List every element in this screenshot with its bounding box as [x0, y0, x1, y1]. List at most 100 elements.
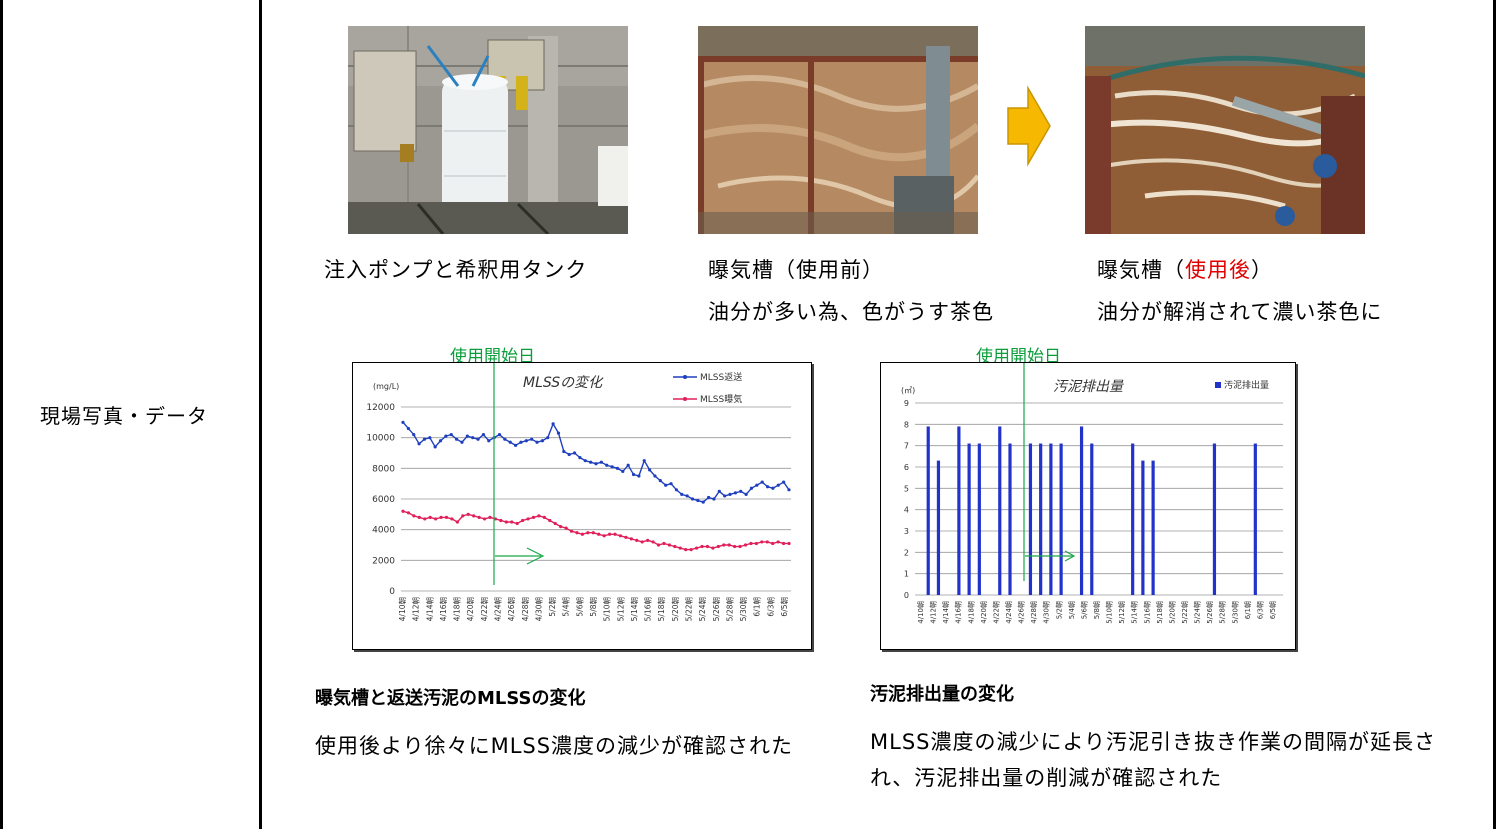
mlss-x-tick-label: 5/22朝 [685, 597, 694, 621]
sludge-x-tick-label: 4/12朝 [930, 601, 938, 624]
sludge-y-tick-label: 7 [904, 442, 909, 451]
mlss-data-point [530, 437, 534, 441]
mlss-data-point [569, 529, 574, 533]
mlss-data-point [717, 489, 721, 493]
mlss-data-point [599, 460, 603, 464]
sludge-bar [1049, 443, 1053, 595]
mlss-data-point [567, 452, 571, 457]
table-border-middle [259, 0, 262, 829]
mlss-x-tick-label: 5/16朝 [644, 597, 653, 621]
mlss-data-point [602, 534, 606, 538]
mlss-data-point [694, 546, 699, 550]
mlss-x-tick-label: 4/14朝 [425, 597, 434, 621]
mlss-data-point [503, 437, 507, 441]
left-chart-heading: 曝気槽と返送汚泥のMLSSの変化 [315, 688, 586, 709]
mlss-data-point [499, 518, 503, 523]
mlss-data-point [521, 518, 525, 523]
sludge-legend-swatch [1215, 382, 1221, 388]
mlss-x-tick-label: 5/4朝 [562, 597, 571, 617]
mlss-data-point [417, 442, 421, 446]
sludge-trend-arrowhead [1064, 550, 1076, 562]
mlss-data-point [537, 514, 541, 518]
sludge-bar [1151, 460, 1155, 595]
mlss-data-point [450, 517, 454, 521]
mlss-data-point [586, 531, 590, 535]
mlss-x-tick-label: 4/20朝 [466, 597, 475, 621]
mlss-data-point [508, 440, 512, 444]
mlss-data-point [444, 515, 449, 519]
mlss-data-point [760, 480, 764, 484]
mlss-data-point [711, 546, 715, 550]
sludge-bar [998, 426, 1002, 595]
mlss-data-point [646, 538, 650, 542]
sludge-x-tick-label: 4/24朝 [1005, 601, 1013, 624]
sludge-y-tick-label: 8 [904, 420, 909, 429]
sludge-bar [967, 443, 971, 595]
mlss-data-point [542, 515, 546, 519]
sludge-bar [1131, 443, 1135, 595]
after-title: 曝気槽（使用後） [1097, 252, 1273, 288]
mlss-data-point [787, 541, 791, 546]
mlss-x-tick-label: 5/8朝 [589, 597, 598, 617]
row-label: 現場写真・データ [40, 404, 208, 428]
mlss-data-point [572, 451, 577, 455]
mlss-data-point [477, 515, 481, 519]
mlss-y-tick-label: 0 [389, 587, 395, 597]
arrow-right-icon [1007, 85, 1051, 167]
mlss-x-tick-label: 5/12朝 [616, 597, 625, 621]
sludge-legend-label: 汚泥排出量 [1224, 379, 1269, 391]
mlss-data-point [615, 466, 620, 470]
sludge-bar [1141, 460, 1145, 595]
mlss-data-point [401, 509, 405, 513]
mlss-data-point [658, 479, 662, 483]
mlss-data-point [689, 548, 693, 552]
mlss-data-point [461, 514, 465, 518]
mlss-data-point [423, 517, 427, 521]
mlss-chart: (mg/L) MLSSの変化 0 2000 4000 6000 8000 10000 12000… [352, 343, 812, 650]
mlss-x-tick-label: 5/30朝 [739, 597, 748, 621]
before-title-highlight: 使用前 [796, 258, 862, 282]
mlss-data-point [433, 445, 437, 449]
mlss-data-point [519, 440, 523, 444]
mlss-data-point [562, 449, 566, 454]
mlss-x-tick-label: 6/1朝 [753, 597, 762, 617]
mlss-y-tick-label: 8000 [372, 464, 395, 474]
sludge-x-tick-label: 6/5朝 [1269, 601, 1277, 619]
sludge-x-tick-label: 5/2朝 [1055, 601, 1063, 619]
before-note: 油分が多い為、色がうす茶色 [708, 300, 994, 324]
mlss-data-point [406, 511, 411, 515]
mlss-data-point [728, 492, 732, 496]
sludge-x-tick-label: 5/24朝 [1194, 601, 1202, 624]
mlss-x-tick-label: 6/5朝 [780, 597, 789, 617]
sludge-x-tick-label: 4/28朝 [1030, 601, 1038, 624]
sludge-x-tick-label: 4/20朝 [980, 601, 988, 624]
mlss-data-point [597, 532, 601, 536]
aeration-tank-before-photo [698, 26, 978, 234]
mlss-data-point [605, 463, 609, 467]
mlss-data-point [439, 515, 443, 519]
sludge-x-tick-label: 5/6朝 [1080, 601, 1088, 619]
mlss-data-point [535, 440, 539, 444]
before-title-suffix: ） [862, 258, 884, 282]
sludge-x-tick-label: 6/3朝 [1256, 601, 1264, 619]
sludge-x-tick-label: 4/10朝 [917, 601, 925, 624]
mlss-data-point [553, 521, 557, 526]
after-title-highlight: 使用後 [1185, 258, 1251, 282]
mlss-data-point [696, 498, 700, 503]
sludge-bar [1090, 443, 1094, 595]
sludge-x-tick-label: 5/22朝 [1181, 601, 1189, 624]
right-chart-description: MLSS濃度の減少により汚泥引き抜き作業の間隔が延長され、汚泥排出量の削減が確認… [870, 730, 1437, 790]
sludge-y-tick-label: 9 [904, 399, 909, 408]
mlss-data-point [526, 517, 530, 521]
mlss-data-point [673, 544, 677, 549]
mlss-x-tick-label: 5/6朝 [575, 597, 584, 617]
mlss-data-point [635, 538, 639, 542]
sludge-x-tick-label: 4/26朝 [1018, 601, 1026, 624]
mlss-x-tick-label: 5/14朝 [630, 597, 639, 621]
mlss-data-point [621, 469, 625, 473]
mlss-data-point [674, 488, 679, 492]
mlss-y-unit: (mg/L) [373, 382, 399, 391]
mlss-data-point [564, 526, 568, 530]
mlss-legend-marker [683, 397, 687, 401]
mlss-data-point [434, 517, 438, 521]
